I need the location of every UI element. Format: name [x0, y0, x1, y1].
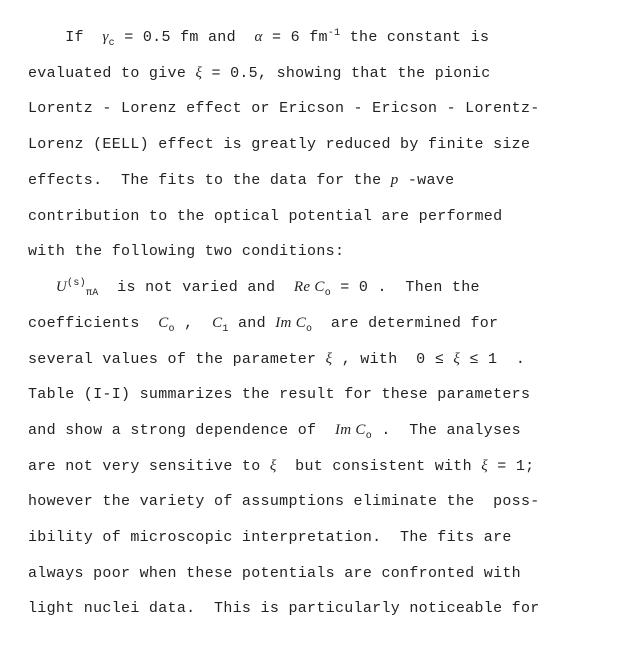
u-symbol: U: [56, 279, 67, 295]
line-8: U(s)πA is not varied and Re Co = 0 . The…: [28, 279, 480, 296]
line-14: however the variety of assumptions elimi…: [28, 493, 540, 510]
c-symbol: C: [212, 315, 222, 331]
im-c-symbol: Im C: [275, 315, 306, 331]
line-9: coefficients Co , C1 and Im Co are deter…: [28, 315, 498, 332]
alpha-symbol: α: [255, 29, 263, 45]
line-4: Lorenz (EELL) effect is greatly reduced …: [28, 136, 530, 153]
document-page: If γc = 0.5 fm and α = 6 fm-1 the consta…: [0, 0, 627, 646]
superscript-neg1: -1: [328, 28, 341, 39]
line-2: evaluated to give ξ = 0.5, showing that …: [28, 65, 491, 82]
line-7: with the following two conditions:: [28, 243, 344, 260]
line-13: are not very sensitive to ξ but consiste…: [28, 458, 534, 475]
im-c-symbol: Im C: [335, 422, 366, 438]
line-16: always poor when these potentials are co…: [28, 565, 521, 582]
line-1: If γc = 0.5 fm and α = 6 fm-1 the consta…: [28, 29, 489, 46]
line-17: light nuclei data. This is particularly …: [28, 600, 540, 617]
xi-symbol: ξ: [481, 458, 488, 474]
superscript-s: (s): [67, 278, 86, 289]
line-5: effects. The fits to the data for the p …: [28, 172, 454, 189]
re-c-symbol: Re C: [294, 279, 325, 295]
line-6: contribution to the optical potential ar…: [28, 208, 502, 225]
line-10: several values of the parameter ξ , with…: [28, 351, 525, 368]
line-12: and show a strong dependence of Im Co . …: [28, 422, 521, 439]
line-15: ibility of microscopic interpretation. T…: [28, 529, 512, 546]
line-11: Table (I-I) summarizes the result for th…: [28, 386, 530, 403]
xi-symbol: ξ: [270, 458, 277, 474]
line-3: Lorentz - Lorenz effect or Ericson - Eri…: [28, 100, 540, 117]
subscript-pia: πA: [86, 288, 99, 299]
c-symbol: C: [158, 315, 168, 331]
p-symbol: p: [391, 172, 399, 188]
